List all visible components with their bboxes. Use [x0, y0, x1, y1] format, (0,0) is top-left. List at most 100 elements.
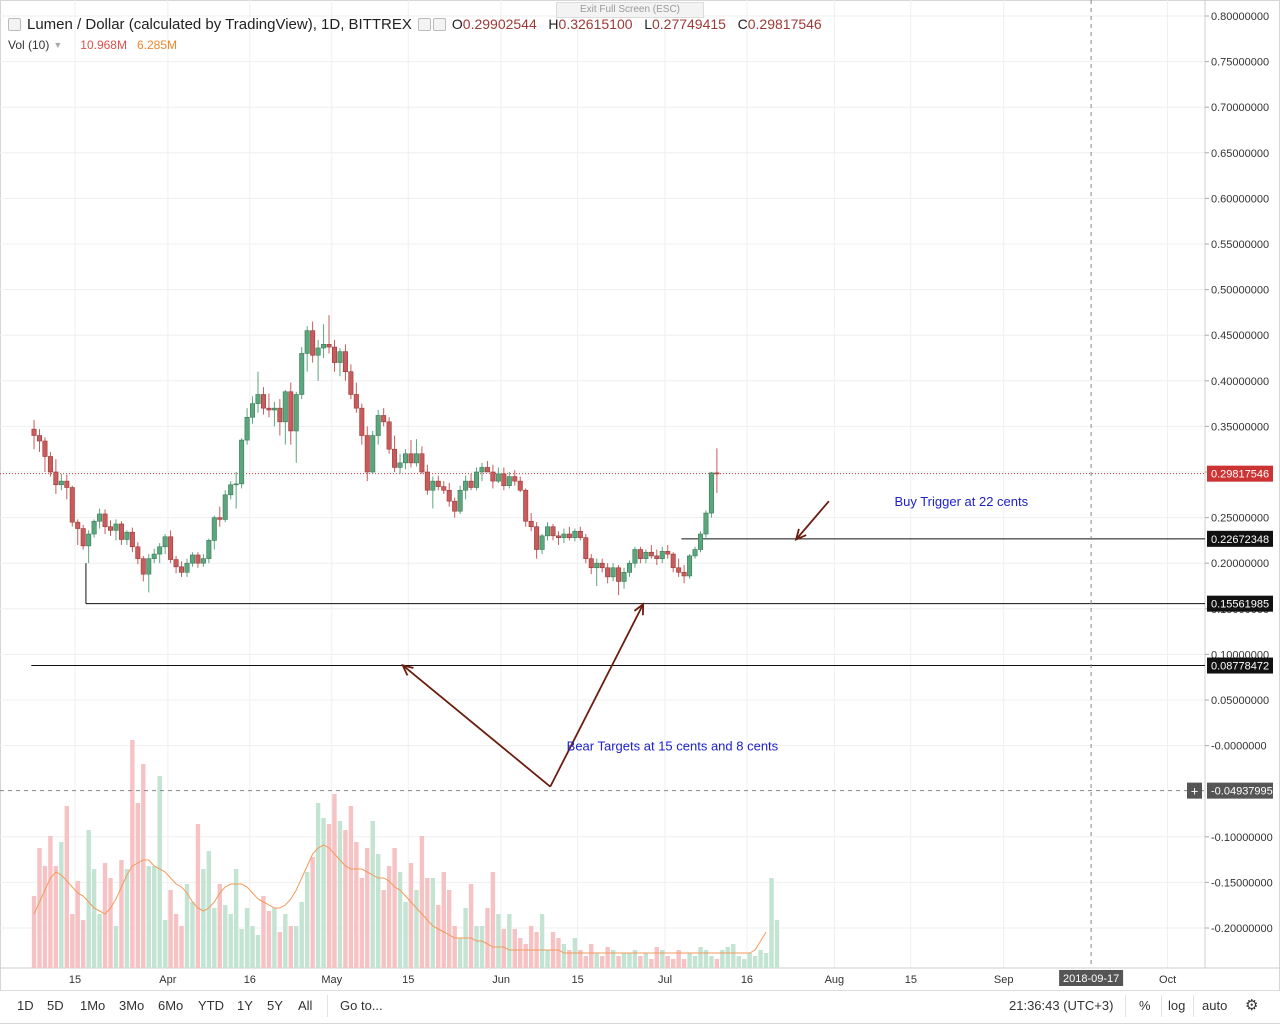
percent-toggle[interactable]: %	[1139, 998, 1151, 1013]
bullish-candle	[457, 489, 463, 512]
volume-bar	[201, 869, 206, 968]
volume-bar	[250, 926, 255, 968]
volume-bar	[97, 914, 102, 968]
volume-bar	[419, 836, 425, 968]
crosshair-plus-box	[1187, 782, 1202, 799]
bullish-candle	[659, 551, 665, 559]
x-tick-label: 16	[244, 974, 256, 986]
price-chart[interactable]: Buy Trigger at 22 cents Bear Targets at 1…	[0, 0, 1280, 990]
crosshair-x-label-box	[1059, 970, 1124, 986]
gear-icon[interactable]: ⚙	[1245, 997, 1259, 1014]
log-toggle[interactable]: log	[1168, 998, 1186, 1013]
bullish-candle	[375, 415, 381, 436]
range-1d[interactable]: 1D	[17, 998, 34, 1013]
y-tick-label: -0.20000000	[1211, 923, 1273, 935]
price-label-text: 0.29817546	[1211, 469, 1269, 481]
bearish-candle	[550, 526, 556, 537]
volume-bar	[304, 872, 310, 968]
volume-bar	[124, 869, 130, 968]
volume-bar	[528, 926, 534, 968]
bearish-candle	[310, 330, 316, 356]
eye-icon[interactable]	[417, 17, 431, 31]
bearish-candle	[36, 435, 42, 442]
volume-bar	[130, 740, 135, 968]
exit-fullscreen-button[interactable]: Exit Full Screen (ESC)	[556, 2, 704, 18]
bullish-candle	[545, 526, 551, 537]
low-label: L	[644, 16, 652, 32]
collapse-icon[interactable]	[8, 17, 21, 31]
volume-bar	[774, 920, 780, 968]
open-value: 0.29902544	[462, 16, 537, 32]
volume-bar	[485, 908, 490, 968]
bearish-candle	[364, 435, 370, 473]
volume-bar	[457, 938, 463, 968]
bearish-candle	[484, 467, 490, 473]
chevron-down-icon[interactable]: ▼	[53, 40, 63, 50]
range-all[interactable]: All	[298, 998, 313, 1013]
volume-bar	[720, 950, 725, 968]
volume-bar	[632, 950, 638, 968]
crosshair-y-label-box	[1207, 782, 1273, 799]
bearish-candle	[260, 394, 266, 409]
volume-bar	[299, 902, 304, 968]
bullish-candle	[321, 344, 327, 349]
auto-toggle[interactable]: auto	[1202, 998, 1228, 1013]
volume-bar	[621, 953, 627, 968]
arrow-head	[794, 528, 807, 542]
volume-bar	[80, 920, 86, 968]
volume-bar	[59, 842, 64, 968]
range-1y[interactable]: 1Y	[237, 998, 253, 1013]
y-tick-label: 0.40000000	[1211, 376, 1269, 388]
volume-label[interactable]: Vol (10)	[8, 38, 50, 52]
bullish-candle	[222, 494, 228, 520]
goto-button[interactable]: Go to...	[340, 998, 383, 1013]
volume-bar	[359, 878, 365, 968]
range-6mo[interactable]: 6Mo	[158, 998, 184, 1013]
bearish-candle	[665, 551, 671, 555]
bearish-candle	[523, 489, 529, 522]
volume-bar	[736, 956, 741, 968]
bullish-candle	[506, 476, 512, 486]
volume-bar	[64, 806, 70, 968]
bearish-candle	[348, 371, 354, 395]
volume-bar	[37, 848, 42, 968]
bullish-candle	[293, 394, 299, 432]
bullish-candle	[200, 558, 206, 564]
range-5y[interactable]: 5Y	[267, 998, 283, 1013]
bearish-candle	[424, 471, 430, 491]
volume-bar	[731, 944, 736, 968]
bullish-candle	[337, 351, 343, 363]
volume-bar	[545, 950, 550, 968]
bearish-candle	[331, 346, 337, 363]
range-ytd[interactable]: YTD	[198, 998, 224, 1013]
symbol-title: Lumen / Dollar (calculated by TradingVie…	[27, 15, 412, 33]
range-5d[interactable]: 5D	[47, 998, 64, 1013]
bearish-candle	[676, 567, 682, 573]
volume-bar	[567, 950, 572, 968]
bearish-candle	[102, 513, 108, 528]
volume-bar	[283, 914, 288, 968]
settings-icon[interactable]	[432, 17, 446, 31]
bearish-candle	[108, 526, 114, 531]
volume-bar	[48, 836, 53, 968]
range-1mo[interactable]: 1Mo	[80, 998, 106, 1013]
volume-bar	[649, 959, 654, 968]
y-tick-label: 0.80000000	[1211, 11, 1269, 23]
legend-controls[interactable]	[417, 17, 446, 31]
volume-series	[31, 740, 780, 968]
x-tick-label: Aug	[825, 974, 845, 986]
bearish-candle	[490, 471, 496, 482]
bullish-candle	[370, 435, 376, 473]
volume-bar	[468, 884, 474, 968]
bearish-candle	[468, 480, 474, 488]
bearish-candle	[441, 486, 447, 491]
range-3mo[interactable]: 3Mo	[119, 998, 145, 1013]
volume-bar	[354, 842, 359, 968]
bearish-candle	[75, 521, 81, 529]
close-value: 0.29817546	[747, 16, 822, 32]
bullish-candle	[233, 483, 239, 486]
volume-bar	[239, 929, 244, 968]
bearish-candle	[512, 476, 518, 482]
bearish-candle	[118, 523, 124, 540]
bearish-candle	[555, 535, 561, 538]
